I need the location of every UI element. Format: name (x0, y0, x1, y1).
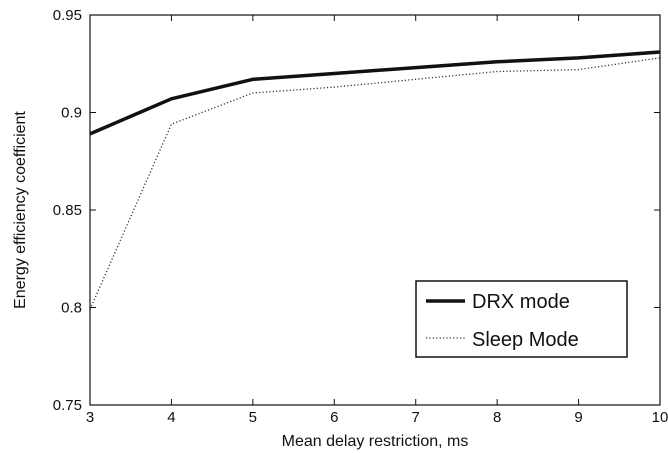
x-tick-label: 9 (574, 409, 582, 426)
x-tick-label: 5 (249, 409, 257, 426)
series-line-drx-mode (89, 50, 661, 136)
y-tick-label: 0.8 (61, 300, 82, 317)
x-tick-label: 4 (167, 409, 175, 426)
y-axis-label: Energy efficiency coefficient (12, 111, 29, 309)
y-tick-label: 0.95 (53, 7, 82, 24)
legend-label-sleep-mode: Sleep Mode (472, 329, 579, 351)
y-tick-label: 0.75 (53, 397, 82, 414)
series-layer (89, 50, 661, 310)
legend-box (415, 280, 628, 358)
legend: DRX mode Sleep Mode (415, 280, 628, 358)
plot-frame (89, 14, 661, 406)
x-axis-label: Mean delay restriction, ms (282, 433, 469, 450)
x-tick-label: 8 (493, 409, 501, 426)
x-tick-label: 6 (330, 409, 338, 426)
y-tick-label: 0.85 (53, 202, 82, 219)
series-line-sleep-mode (89, 57, 661, 310)
x-tick-label: 3 (86, 409, 94, 426)
x-tick-label: 10 (652, 409, 668, 426)
legend-label-drx-mode: DRX mode (472, 291, 570, 313)
y-tick-label: 0.9 (61, 105, 82, 122)
x-tick-label: 7 (412, 409, 420, 426)
